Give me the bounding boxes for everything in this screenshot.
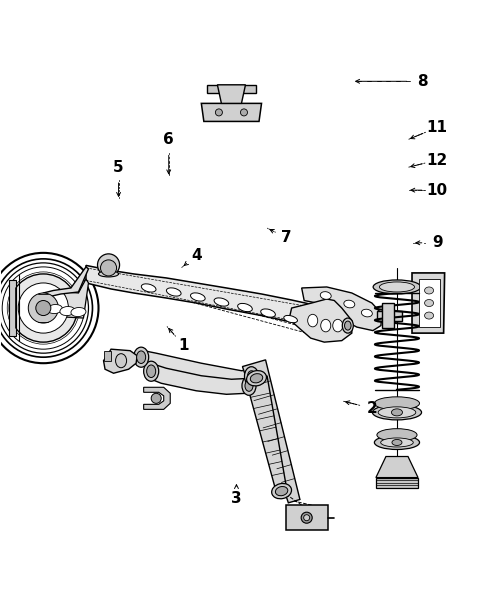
Ellipse shape — [391, 409, 402, 416]
Polygon shape — [289, 299, 352, 342]
Ellipse shape — [247, 371, 256, 382]
Ellipse shape — [372, 405, 422, 420]
Polygon shape — [104, 349, 137, 373]
Ellipse shape — [321, 319, 331, 332]
Circle shape — [9, 274, 77, 342]
Ellipse shape — [261, 309, 275, 317]
Ellipse shape — [99, 271, 119, 277]
Ellipse shape — [343, 318, 353, 333]
Ellipse shape — [137, 351, 146, 364]
Polygon shape — [139, 350, 254, 385]
Circle shape — [28, 293, 58, 323]
Ellipse shape — [425, 287, 434, 294]
Text: 10: 10 — [427, 182, 448, 198]
Polygon shape — [376, 457, 418, 477]
Ellipse shape — [71, 308, 86, 316]
Polygon shape — [377, 311, 402, 321]
Polygon shape — [149, 364, 252, 395]
Ellipse shape — [191, 293, 205, 301]
Text: 7: 7 — [281, 230, 292, 246]
Circle shape — [2, 267, 85, 349]
Ellipse shape — [246, 371, 267, 386]
Polygon shape — [376, 477, 418, 488]
Ellipse shape — [276, 486, 288, 496]
Text: 11: 11 — [427, 120, 448, 135]
Ellipse shape — [374, 397, 420, 410]
Circle shape — [36, 300, 51, 315]
Ellipse shape — [344, 300, 355, 308]
Ellipse shape — [215, 109, 222, 116]
Polygon shape — [43, 267, 89, 298]
Polygon shape — [242, 360, 300, 503]
Circle shape — [0, 259, 93, 357]
Text: 8: 8 — [416, 74, 428, 89]
Polygon shape — [286, 505, 328, 530]
Ellipse shape — [245, 380, 253, 392]
Ellipse shape — [425, 312, 434, 319]
Polygon shape — [43, 279, 89, 318]
Ellipse shape — [284, 315, 297, 322]
Polygon shape — [302, 287, 382, 331]
Ellipse shape — [373, 280, 421, 294]
Ellipse shape — [361, 309, 372, 317]
Ellipse shape — [345, 321, 351, 330]
Text: 2: 2 — [367, 401, 377, 416]
Polygon shape — [246, 376, 287, 492]
Ellipse shape — [240, 109, 247, 116]
Circle shape — [7, 272, 79, 344]
Polygon shape — [207, 85, 256, 94]
Ellipse shape — [60, 306, 75, 316]
Text: 3: 3 — [231, 491, 242, 506]
Ellipse shape — [47, 305, 62, 313]
Ellipse shape — [379, 282, 414, 292]
Ellipse shape — [134, 347, 149, 367]
Polygon shape — [201, 103, 262, 122]
Ellipse shape — [116, 353, 127, 368]
Polygon shape — [217, 85, 245, 103]
Ellipse shape — [144, 361, 159, 381]
Polygon shape — [412, 273, 445, 333]
Ellipse shape — [425, 300, 434, 306]
Ellipse shape — [304, 515, 310, 521]
Ellipse shape — [320, 291, 331, 299]
Ellipse shape — [381, 438, 413, 447]
Ellipse shape — [333, 319, 343, 332]
Polygon shape — [9, 281, 16, 336]
Circle shape — [0, 253, 99, 363]
Polygon shape — [382, 303, 394, 328]
Text: 1: 1 — [179, 338, 189, 353]
Ellipse shape — [151, 393, 161, 403]
Ellipse shape — [308, 314, 318, 327]
Polygon shape — [418, 279, 440, 327]
Ellipse shape — [374, 436, 420, 449]
Ellipse shape — [242, 376, 256, 395]
Polygon shape — [86, 265, 332, 332]
Ellipse shape — [301, 512, 312, 523]
Ellipse shape — [141, 284, 156, 292]
Ellipse shape — [214, 298, 229, 306]
Text: 12: 12 — [427, 153, 448, 167]
Polygon shape — [144, 387, 170, 409]
Ellipse shape — [378, 407, 416, 418]
Polygon shape — [104, 350, 111, 361]
Circle shape — [0, 263, 89, 353]
Ellipse shape — [237, 303, 253, 312]
Ellipse shape — [272, 483, 292, 499]
Circle shape — [98, 254, 120, 276]
Ellipse shape — [147, 365, 156, 377]
Text: 6: 6 — [163, 132, 174, 147]
Ellipse shape — [377, 429, 417, 441]
Text: 9: 9 — [432, 235, 443, 250]
Circle shape — [18, 283, 68, 333]
Ellipse shape — [392, 439, 402, 445]
Ellipse shape — [250, 374, 263, 383]
Circle shape — [101, 260, 117, 276]
Ellipse shape — [166, 288, 181, 296]
Ellipse shape — [244, 367, 259, 386]
Text: 4: 4 — [191, 248, 202, 263]
Text: 5: 5 — [113, 160, 124, 175]
